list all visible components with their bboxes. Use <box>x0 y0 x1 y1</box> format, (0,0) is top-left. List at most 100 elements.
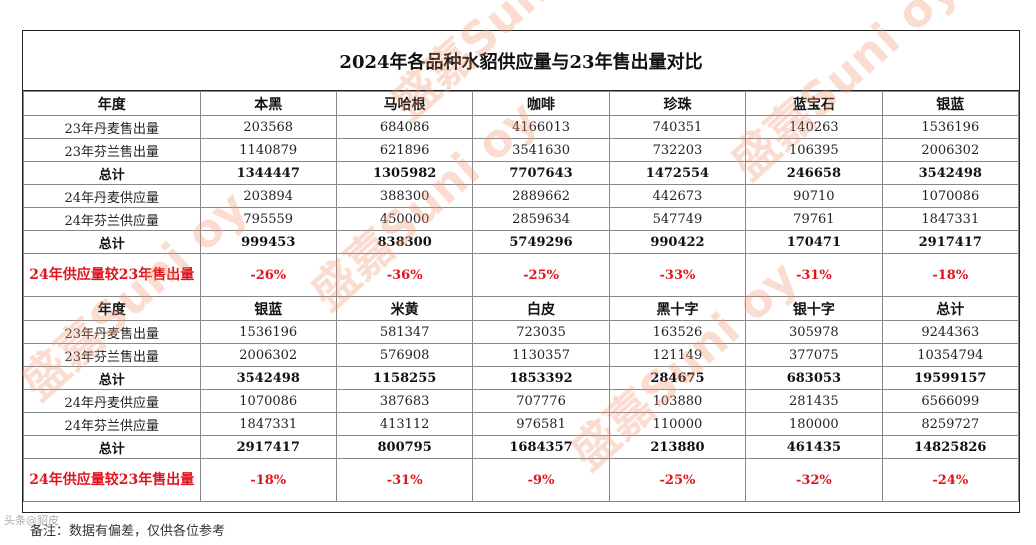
value-cell: 1130357 <box>472 343 610 367</box>
total-row: 总计 2917417 800795 1684357 213880 461435 148258… <box>23 435 1020 459</box>
value-cell: 795559 <box>199 207 337 231</box>
value-cell: 723035 <box>472 320 610 344</box>
sheet-title: 2024年各品种水貂供应量与23年售出量对比 <box>23 31 1019 91</box>
table-row: 24年芬兰供应量 1847331 413112 976581 110000 180000 8… <box>23 412 1020 436</box>
row-label: 24年供应量较23年售出量 <box>23 253 201 297</box>
row-label: 总计 <box>23 230 201 254</box>
value-cell: 79761 <box>745 207 883 231</box>
value-cell: 10354794 <box>881 343 1020 367</box>
value-cell: 7707643 <box>472 161 610 185</box>
row-label: 24年芬兰供应量 <box>23 207 201 231</box>
row-label: 23年芬兰售出量 <box>23 343 201 367</box>
value-cell: 2917417 <box>881 230 1020 254</box>
value-cell: 377075 <box>745 343 883 367</box>
change-percent-cell: -9% <box>472 458 610 502</box>
value-cell: 103880 <box>608 389 747 413</box>
value-cell: 1853392 <box>472 366 610 390</box>
value-cell: 110000 <box>608 412 747 436</box>
value-cell: 387683 <box>335 389 474 413</box>
value-cell: 999453 <box>199 230 337 254</box>
row-label: 24年丹麦供应量 <box>23 389 201 413</box>
header-cell-variety: 银蓝 <box>199 296 337 321</box>
value-cell: 1158255 <box>335 366 474 390</box>
comparison-table: 年度 本黑 马哈根 咖啡 珍珠 蓝宝石 银蓝 23年丹麦售出量 203568 684086 4166… <box>23 91 1020 502</box>
table-row: 24年芬兰供应量 795559 450000 2859634 547749 79761 18… <box>23 207 1020 231</box>
value-cell: 683053 <box>745 366 883 390</box>
header-cell-year: 年度 <box>23 91 201 116</box>
value-cell: 800795 <box>335 435 474 459</box>
total-row: 总计 1344447 1305982 7707643 1472554 246658 3542… <box>23 161 1020 185</box>
value-cell: 203568 <box>199 115 337 139</box>
value-cell: 90710 <box>745 184 883 208</box>
value-cell: 621896 <box>335 138 474 162</box>
value-cell: 163526 <box>608 320 747 344</box>
header-row: 年度 本黑 马哈根 咖啡 珍珠 蓝宝石 银蓝 <box>23 91 1020 116</box>
value-cell: 140263 <box>745 115 883 139</box>
table-row: 23年丹麦售出量 1536196 581347 723035 163526 305978 9… <box>23 320 1020 344</box>
value-cell: 2006302 <box>881 138 1020 162</box>
value-cell: 461435 <box>745 435 883 459</box>
change-percent-cell: -36% <box>335 253 474 297</box>
footnote: 备注：数据有偏差，仅供各位参考 <box>30 524 226 539</box>
total-row: 总计 3542498 1158255 1853392 284675 683053 19599… <box>23 366 1020 390</box>
row-label: 总计 <box>23 366 201 390</box>
value-cell: 1070086 <box>199 389 337 413</box>
value-cell: 1684357 <box>472 435 610 459</box>
row-label: 23年丹麦售出量 <box>23 115 201 139</box>
comparison-sheet: 2024年各品种水貂供应量与23年售出量对比 年度 本黑 马哈根 咖啡 珍珠 蓝宝石 银蓝 2… <box>22 30 1020 513</box>
value-cell: 8259727 <box>881 412 1020 436</box>
value-cell: 3541630 <box>472 138 610 162</box>
value-cell: 1847331 <box>881 207 1020 231</box>
row-label: 总计 <box>23 435 201 459</box>
value-cell: 6566099 <box>881 389 1020 413</box>
table-row: 23年芬兰售出量 2006302 576908 1130357 121149 377075… <box>23 343 1020 367</box>
change-percent-cell: -31% <box>335 458 474 502</box>
change-percent-cell: -33% <box>608 253 747 297</box>
header-cell-variety: 本黑 <box>199 91 337 116</box>
value-cell: 180000 <box>745 412 883 436</box>
header-row: 年度 银蓝 米黄 白皮 黑十字 银十字 总计 <box>23 296 1020 321</box>
value-cell: 19599157 <box>881 366 1020 390</box>
header-cell-variety: 总计 <box>881 296 1020 321</box>
value-cell: 547749 <box>608 207 747 231</box>
value-cell: 976581 <box>472 412 610 436</box>
change-row: 24年供应量较23年售出量 -18% -31% -9% -25% -32% -24% <box>23 458 1020 502</box>
value-cell: 2006302 <box>199 343 337 367</box>
value-cell: 284675 <box>608 366 747 390</box>
change-percent-cell: -31% <box>745 253 883 297</box>
change-percent-cell: -24% <box>881 458 1020 502</box>
change-percent-cell: -25% <box>608 458 747 502</box>
value-cell: 1536196 <box>881 115 1020 139</box>
header-cell-variety: 珍珠 <box>608 91 747 116</box>
value-cell: 450000 <box>335 207 474 231</box>
header-cell-variety: 咖啡 <box>472 91 610 116</box>
table-body: 年度 本黑 马哈根 咖啡 珍珠 蓝宝石 银蓝 23年丹麦售出量 203568 684086 4166… <box>23 91 1020 502</box>
change-percent-cell: -18% <box>881 253 1020 297</box>
row-label: 24年丹麦供应量 <box>23 184 201 208</box>
table-row: 24年丹麦供应量 203894 388300 2889662 442673 90710 10… <box>23 184 1020 208</box>
value-cell: 3542498 <box>881 161 1020 185</box>
change-percent-cell: -18% <box>199 458 337 502</box>
value-cell: 281435 <box>745 389 883 413</box>
corner-logo: 头条@貂皮 <box>4 514 59 527</box>
header-cell-year: 年度 <box>23 296 201 321</box>
value-cell: 576908 <box>335 343 474 367</box>
total-row: 总计 999453 838300 5749296 990422 170471 2917417 <box>23 230 1020 254</box>
change-percent-cell: -32% <box>745 458 883 502</box>
value-cell: 213880 <box>608 435 747 459</box>
value-cell: 121149 <box>608 343 747 367</box>
row-label: 24年供应量较23年售出量 <box>23 458 201 502</box>
value-cell: 1305982 <box>335 161 474 185</box>
value-cell: 4166013 <box>472 115 610 139</box>
value-cell: 413112 <box>335 412 474 436</box>
value-cell: 838300 <box>335 230 474 254</box>
change-row: 24年供应量较23年售出量 -26% -36% -25% -33% -31% -18% <box>23 253 1020 297</box>
value-cell: 2859634 <box>472 207 610 231</box>
value-cell: 203894 <box>199 184 337 208</box>
value-cell: 740351 <box>608 115 747 139</box>
change-percent-cell: -25% <box>472 253 610 297</box>
header-cell-variety: 黑十字 <box>608 296 747 321</box>
table-row: 23年芬兰售出量 1140879 621896 3541630 732203 106395… <box>23 138 1020 162</box>
header-cell-variety: 马哈根 <box>335 91 474 116</box>
value-cell: 1847331 <box>199 412 337 436</box>
